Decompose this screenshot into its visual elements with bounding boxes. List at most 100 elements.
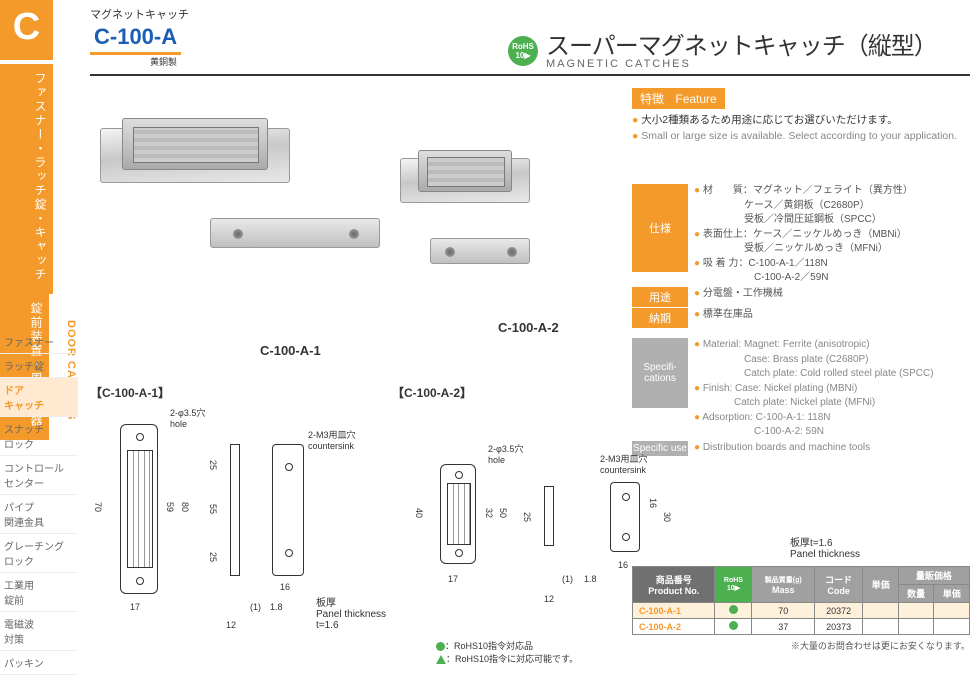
product-table-area: 商品番号 Product No. RoHS 10▶ 製品質量(g) Mass コ… bbox=[632, 566, 970, 652]
spec-en-material: Material: Magnet: Ferrite (anisotropic) … bbox=[694, 338, 934, 382]
spec-adsorption: 吸 着 力：C-100-A-1／118N C-100-A-2／59N bbox=[694, 257, 913, 286]
sidebar-sub-item[interactable]: ファスナー bbox=[0, 330, 78, 354]
product-photo-area: C-100-A-1 C-100-A-2 bbox=[90, 88, 620, 338]
technical-drawings: 【C-100-A-1】 【C-100-A-2】 70 59 80 17 2-φ3… bbox=[90, 384, 710, 654]
cell-mass: 37 bbox=[752, 619, 814, 635]
category-letter-box: C bbox=[0, 0, 53, 60]
page-title-en: MAGNETIC CATCHES bbox=[546, 58, 691, 70]
feature-text-en: Small or large size is available. Select… bbox=[632, 129, 970, 145]
dim-1-h2: 59 bbox=[165, 502, 175, 512]
category-label-vert-1: ファスナー・ラッチ錠・キャッチ bbox=[0, 64, 53, 294]
photo-catch-2-top bbox=[418, 150, 512, 192]
rohs-dot-icon bbox=[436, 642, 445, 651]
photo-label-1: C-100-A-1 bbox=[260, 343, 321, 358]
panel-thick-2: 板厚t=1.6 Panel thickness bbox=[790, 534, 860, 560]
cell-price bbox=[863, 603, 899, 619]
rohs-legend-tri: ：RoHS10指令に対応可能です。 bbox=[446, 654, 578, 664]
cell-bprice bbox=[934, 619, 970, 635]
dim-1-s2: 55 bbox=[208, 504, 218, 514]
spec-material: 材 質：マグネット／フェライト（異方性） ケース／黄銅板（C2680P） 受板／… bbox=[694, 184, 913, 228]
th-code: コード Code bbox=[814, 567, 862, 603]
dim-2-sw2: 12 bbox=[544, 594, 554, 604]
sidebar-sub-item[interactable]: スナッチ ロック bbox=[0, 417, 78, 456]
dim-2-sw: 16 bbox=[618, 560, 628, 570]
spec-use: 分電盤・工作機械 bbox=[688, 287, 783, 302]
cell-qty bbox=[898, 619, 934, 635]
dwg2-plate bbox=[610, 482, 640, 552]
drawing-title-2: 【C-100-A-2】 bbox=[392, 384, 472, 401]
dim-2-h2: 32 bbox=[484, 508, 494, 518]
sidebar-sub-item[interactable]: グレーチング ロック bbox=[0, 534, 78, 573]
dim-2-hole-note: 2-φ3.5穴 hole bbox=[488, 442, 523, 465]
feature-header-en: Feature bbox=[675, 92, 716, 106]
rohs-legend: ：RoHS10指令対応品 ：RoHS10指令に対応可能です。 bbox=[436, 640, 578, 665]
th-bulk: 量販価格 bbox=[898, 567, 969, 585]
cell-price bbox=[863, 619, 899, 635]
photo-plate-1 bbox=[210, 218, 380, 248]
spec-en-finish: Finish: Case: Nickel plating (MBNi) Catc… bbox=[694, 382, 934, 411]
dwg2-side bbox=[544, 486, 554, 546]
dim-2-h3: 50 bbox=[498, 508, 508, 518]
header-product-code: C-100-A bbox=[90, 24, 181, 55]
rohs-badge-icon: RoHS 10▶ bbox=[508, 36, 538, 66]
dwg1-side bbox=[230, 444, 240, 576]
cell-product: C-100-A-2 bbox=[633, 619, 715, 635]
dim-2-h: 40 bbox=[414, 508, 424, 518]
sidebar-sub-item[interactable]: 電磁波 対策 bbox=[0, 612, 78, 651]
spec-finish: 表面仕上：ケース／ニッケルめっき（MBNi） 受板／ニッケルめっき（MFNi） bbox=[694, 228, 913, 257]
spec-label-use: 用途 bbox=[632, 287, 688, 307]
drawing-title-1: 【C-100-A-1】 bbox=[90, 384, 170, 401]
cell-rohs bbox=[715, 603, 752, 619]
dim-1-w: 17 bbox=[130, 602, 140, 612]
dim-2-s2: 16 bbox=[648, 498, 658, 508]
table-row: C-100-A-2 3720373 bbox=[633, 619, 970, 635]
th-qty: 数量 bbox=[898, 585, 934, 603]
dim-2-s1: 25 bbox=[522, 512, 532, 522]
spec-delivery: 標準在庫品 bbox=[688, 308, 753, 323]
dim-1-sw2: 12 bbox=[226, 620, 236, 630]
dim-2-s3: 30 bbox=[662, 512, 672, 522]
spec-label-spec: 仕様 bbox=[632, 184, 688, 272]
sidebar-sub-item[interactable]: 工業用 錠前 bbox=[0, 573, 78, 612]
dim-1-h: 70 bbox=[93, 502, 103, 512]
cell-code: 20372 bbox=[814, 603, 862, 619]
dim-1-st: 1.8 bbox=[270, 602, 283, 612]
dim-1-s3: 25 bbox=[208, 552, 218, 562]
dwg2-body bbox=[440, 464, 476, 564]
rohs-tri-icon bbox=[436, 655, 446, 664]
dim-1-s1: 25 bbox=[208, 460, 218, 470]
table-row: C-100-A-17020372 bbox=[633, 603, 970, 619]
cell-product: C-100-A-1 bbox=[633, 603, 715, 619]
feature-text-jp: 大小2種類あるため用途に応じてお選びいただけます。 bbox=[632, 113, 970, 129]
cell-bprice bbox=[934, 603, 970, 619]
dwg1-csk-note: 2-M3用皿穴 countersink bbox=[308, 428, 356, 451]
dwg2-csk-note: 2-M3用皿穴 countersink bbox=[600, 452, 648, 475]
cell-code: 20373 bbox=[814, 619, 862, 635]
th-price: 単価 bbox=[863, 567, 899, 603]
page-title-jp: スーパーマグネットキャッチ（縦型） bbox=[546, 26, 937, 61]
sidebar-sublist: ファスナーラッチ錠ドア キャッチスナッチ ロックコントロール センターパイプ 関… bbox=[0, 330, 78, 675]
spec-jp-box: 仕様 材 質：マグネット／フェライト（異方性） ケース／黄銅板（C2680P） … bbox=[632, 184, 970, 329]
cell-qty bbox=[898, 603, 934, 619]
th-bprice: 単価 bbox=[934, 585, 970, 603]
dwg1-plate bbox=[272, 444, 304, 576]
dim-2-swo: (1) bbox=[562, 574, 573, 584]
dim-1-h3: 80 bbox=[180, 502, 190, 512]
spec-label-delivery: 納期 bbox=[632, 308, 688, 328]
dim-1-swo: (1) bbox=[250, 602, 261, 612]
sidebar-sub-item[interactable]: パッキン bbox=[0, 651, 78, 675]
dim-1-hole-note: 2-φ3.5穴 hole bbox=[170, 406, 205, 429]
feature-box: 特徴 Feature 大小2種類あるため用途に応じてお選びいただけます。 Sma… bbox=[632, 88, 970, 149]
feature-header: 特徴 Feature bbox=[632, 88, 725, 109]
sidebar-sub-item[interactable]: パイプ 関連金具 bbox=[0, 495, 78, 534]
dim-1-sw: 16 bbox=[280, 582, 290, 592]
table-note: ※大量のお問合わせは更にお安くなります。 bbox=[632, 639, 970, 652]
sidebar-sub-item[interactable]: ドア キャッチ bbox=[0, 378, 78, 417]
sidebar-sub-item[interactable]: ラッチ錠 bbox=[0, 354, 78, 378]
dwg1-body bbox=[120, 424, 158, 594]
product-table: 商品番号 Product No. RoHS 10▶ 製品質量(g) Mass コ… bbox=[632, 566, 970, 635]
dim-2-w: 17 bbox=[448, 574, 458, 584]
sidebar-sub-item[interactable]: コントロール センター bbox=[0, 456, 78, 495]
spec-val-main: 材 質：マグネット／フェライト（異方性） ケース／黄銅板（C2680P） 受板／… bbox=[688, 184, 913, 286]
category-letter: C bbox=[0, 0, 53, 54]
